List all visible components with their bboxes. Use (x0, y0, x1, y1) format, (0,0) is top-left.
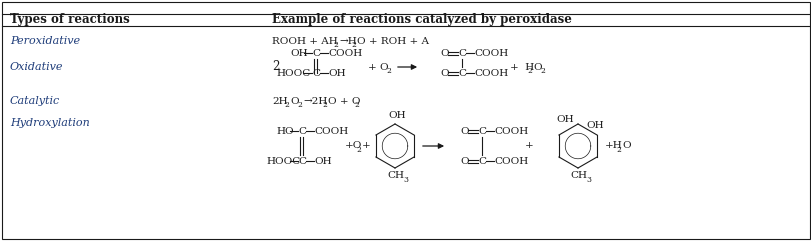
Text: →2H: →2H (303, 96, 327, 106)
Text: C: C (298, 127, 306, 135)
Text: +: + (362, 141, 371, 150)
Text: →H: →H (338, 36, 356, 46)
Text: OH: OH (290, 48, 307, 58)
Text: COOH: COOH (474, 68, 508, 78)
Text: OH: OH (314, 156, 331, 166)
Text: O + O: O + O (328, 96, 360, 106)
Text: 2H: 2H (272, 96, 287, 106)
Text: 2: 2 (284, 101, 289, 109)
Text: O: O (440, 68, 448, 78)
Text: Types of reactions: Types of reactions (10, 13, 130, 27)
Text: O: O (621, 141, 630, 150)
Text: C: C (478, 156, 486, 166)
Text: OH: OH (328, 68, 345, 78)
Text: C: C (478, 127, 486, 135)
Text: 2: 2 (385, 67, 390, 75)
Text: 2: 2 (272, 60, 279, 74)
Text: +: + (525, 141, 533, 150)
Text: CH: CH (387, 172, 404, 181)
Text: COOH: COOH (493, 156, 528, 166)
Text: 3: 3 (586, 176, 590, 184)
Text: HOOC: HOOC (276, 68, 310, 78)
Text: + O: + O (367, 62, 388, 72)
Text: Example of reactions catalyzed by peroxidase: Example of reactions catalyzed by peroxi… (272, 13, 571, 27)
Text: 2: 2 (333, 41, 337, 49)
Text: OH: OH (388, 112, 406, 120)
Text: COOH: COOH (328, 48, 362, 58)
Text: C: C (298, 156, 306, 166)
Text: Oxidative: Oxidative (10, 62, 63, 72)
Text: C: C (457, 48, 466, 58)
Text: C: C (311, 48, 320, 58)
Text: 2: 2 (354, 101, 358, 109)
Text: 2: 2 (350, 41, 355, 49)
Text: O: O (440, 48, 448, 58)
Text: O + ROH + A: O + ROH + A (357, 36, 428, 46)
Text: OH: OH (556, 114, 573, 123)
Text: HO: HO (276, 127, 294, 135)
Text: 2: 2 (355, 146, 360, 154)
Text: O: O (532, 62, 541, 72)
Text: C: C (311, 68, 320, 78)
Text: 3: 3 (402, 176, 407, 184)
Text: +H: +H (604, 141, 622, 150)
Text: Catalytic: Catalytic (10, 96, 60, 106)
Text: 2: 2 (616, 146, 620, 154)
Text: O: O (290, 96, 298, 106)
Text: Peroxidative: Peroxidative (10, 36, 80, 46)
Text: 2: 2 (322, 101, 327, 109)
Text: ROOH + AH: ROOH + AH (272, 36, 337, 46)
Text: HOOC: HOOC (266, 156, 300, 166)
Text: COOH: COOH (493, 127, 528, 135)
Text: 2: 2 (539, 67, 544, 75)
Text: COOH: COOH (314, 127, 348, 135)
Text: OH: OH (586, 121, 603, 130)
Text: C: C (457, 68, 466, 78)
Text: O: O (460, 156, 468, 166)
Text: +  H: + H (509, 62, 534, 72)
Text: 2: 2 (297, 101, 302, 109)
Text: O: O (460, 127, 468, 135)
Text: COOH: COOH (474, 48, 508, 58)
Text: +O: +O (345, 141, 362, 150)
Text: 2: 2 (526, 67, 531, 75)
Text: CH: CH (569, 172, 586, 181)
Text: Hydroxylation: Hydroxylation (10, 118, 90, 128)
